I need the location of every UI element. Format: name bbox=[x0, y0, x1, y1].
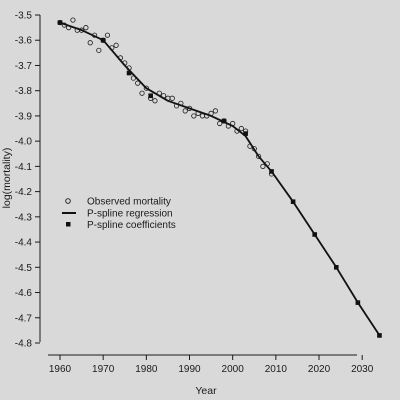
legend-label-regression: P-spline regression bbox=[87, 209, 173, 220]
observed-point bbox=[169, 95, 175, 101]
coefficient-point bbox=[355, 300, 361, 305]
x-tick-label: 1990 bbox=[178, 364, 201, 375]
observed-point bbox=[122, 60, 128, 66]
coefficient-point bbox=[243, 131, 248, 136]
observed-point bbox=[230, 120, 236, 127]
observed-point bbox=[104, 32, 111, 38]
x-tick-label: 1960 bbox=[49, 364, 72, 375]
observed-point bbox=[87, 40, 93, 46]
observed-point bbox=[135, 80, 141, 86]
series-layer bbox=[57, 17, 382, 338]
coefficient-point bbox=[221, 118, 227, 124]
x-tick-label: 2010 bbox=[265, 364, 288, 375]
y-tick-label: -4.0 bbox=[15, 137, 33, 148]
legend-filled-square-icon bbox=[66, 222, 71, 227]
y-axis-ticks: -3.5 -3.6 -3.7 -3.8 -3.9 -4.0 -4.1 -4.2 -4.3 -4.4… bbox=[15, 11, 40, 349]
observed-point bbox=[195, 110, 201, 116]
observed-point bbox=[156, 90, 162, 96]
observed-point bbox=[66, 25, 72, 31]
coefficient-point bbox=[57, 20, 63, 25]
y-tick-label: -4.8 bbox=[15, 338, 33, 349]
coefficient-point bbox=[126, 70, 132, 76]
observed-point bbox=[204, 113, 210, 119]
observed-point bbox=[182, 108, 188, 114]
y-tick-label: -4.3 bbox=[15, 212, 33, 223]
coefficient-point bbox=[148, 93, 153, 99]
observed-point bbox=[208, 110, 214, 116]
observed-point bbox=[191, 113, 197, 119]
observed-point bbox=[61, 22, 67, 28]
observed-point bbox=[83, 25, 89, 31]
observed-point bbox=[255, 153, 262, 159]
x-axis-ticks: 1960 1970 1980 1990 2000 2010 2020 2030 bbox=[49, 355, 374, 375]
x-tick-label: 2020 bbox=[308, 364, 331, 375]
y-axis-title: log(mortality) bbox=[1, 148, 13, 209]
observed-point bbox=[247, 143, 253, 149]
x-tick-label: 2030 bbox=[351, 364, 374, 375]
y-tick-label: -4.2 bbox=[15, 187, 33, 198]
coefficient-point bbox=[290, 199, 296, 205]
observed-point bbox=[96, 47, 102, 53]
observed-point bbox=[225, 123, 231, 129]
coefficient-point bbox=[312, 232, 318, 237]
observed-point bbox=[238, 125, 244, 132]
x-axis-title: Year bbox=[195, 385, 217, 397]
coefficient-point bbox=[377, 333, 382, 338]
legend-open-circle-icon bbox=[65, 198, 71, 204]
observed-point bbox=[130, 75, 136, 81]
y-tick-label: -4.5 bbox=[15, 263, 33, 274]
observed-point bbox=[143, 85, 149, 91]
y-tick-label: -4.7 bbox=[15, 313, 33, 324]
observed-point bbox=[152, 98, 158, 104]
observed-point bbox=[234, 128, 240, 134]
y-tick-label: -3.6 bbox=[15, 36, 33, 47]
observed-point bbox=[251, 146, 257, 152]
y-tick-label: -3.8 bbox=[15, 86, 33, 97]
observed-point bbox=[78, 27, 85, 33]
legend-label-coefficients: P-spline coefficients bbox=[87, 220, 176, 231]
observed-point bbox=[139, 90, 145, 96]
observed-point bbox=[109, 45, 115, 51]
observed-point bbox=[117, 55, 124, 61]
observed-point bbox=[260, 163, 266, 169]
observed-point bbox=[173, 103, 180, 109]
coefficient-point bbox=[333, 265, 339, 270]
observed-point bbox=[264, 161, 270, 167]
legend: Observed mortality P-spline regression P… bbox=[62, 197, 176, 231]
y-tick-label: -3.9 bbox=[15, 111, 33, 122]
observed-point bbox=[186, 105, 193, 111]
x-tick-label: 1980 bbox=[135, 364, 158, 375]
observed-point bbox=[91, 32, 98, 38]
observed-point bbox=[113, 42, 119, 48]
observed-point bbox=[70, 17, 76, 23]
observed-point bbox=[126, 65, 132, 71]
y-tick-label: -4.6 bbox=[15, 288, 33, 299]
legend-label-observed: Observed mortality bbox=[87, 197, 171, 208]
y-tick-label: -3.7 bbox=[15, 61, 33, 72]
observed-point bbox=[178, 100, 184, 106]
coefficient-point bbox=[269, 169, 274, 174]
x-tick-label: 1970 bbox=[92, 364, 115, 375]
coefficient-point bbox=[100, 37, 106, 43]
observed-point bbox=[161, 93, 167, 99]
y-tick-label: -3.5 bbox=[15, 11, 33, 22]
observed-point bbox=[217, 120, 223, 127]
y-tick-label: -4.4 bbox=[15, 238, 33, 249]
plot-area bbox=[44, 5, 388, 352]
observed-point bbox=[212, 108, 219, 114]
y-tick-label: -4.1 bbox=[15, 162, 33, 173]
x-tick-label: 2000 bbox=[222, 364, 245, 375]
